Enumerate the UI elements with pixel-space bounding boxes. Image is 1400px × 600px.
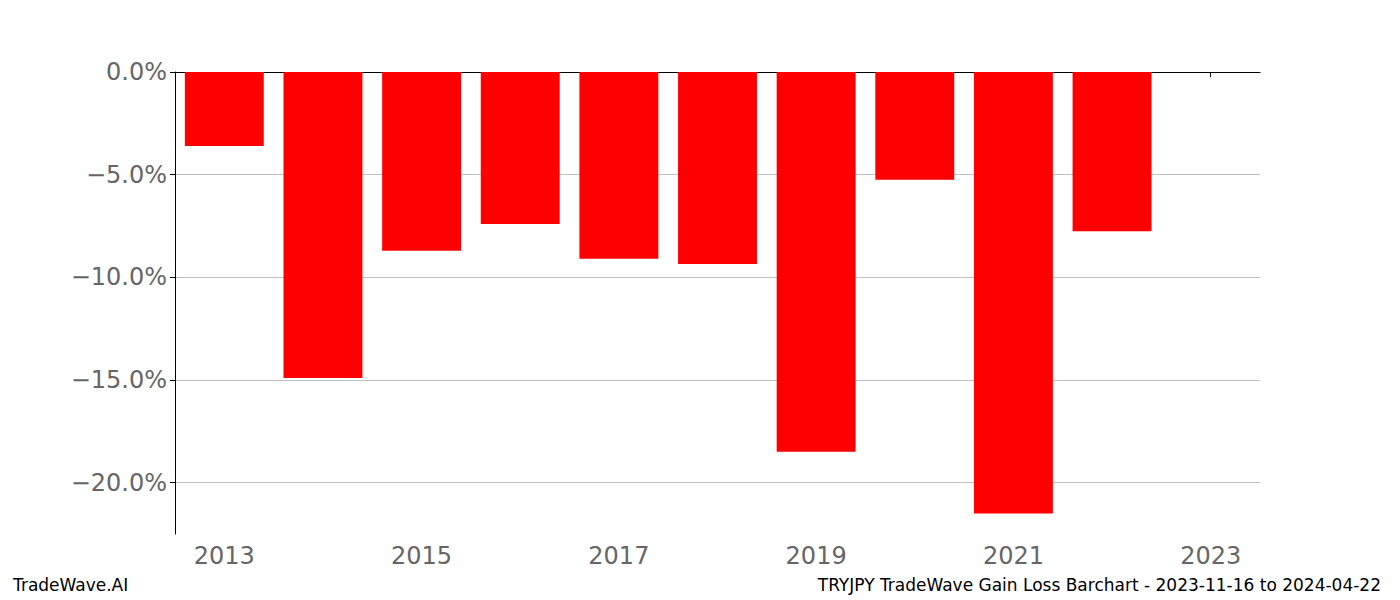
svg-text:−15.0%: −15.0% [71,366,167,394]
svg-text:TradeWave.AI: TradeWave.AI [12,575,128,595]
svg-text:TRYJPY TradeWave Gain Loss Bar: TRYJPY TradeWave Gain Loss Barchart - 20… [817,575,1381,595]
svg-text:2023: 2023 [1180,542,1241,570]
svg-text:−5.0%: −5.0% [86,161,167,189]
svg-text:2015: 2015 [391,542,452,570]
svg-text:−20.0%: −20.0% [71,469,167,497]
svg-text:−10.0%: −10.0% [71,263,167,291]
svg-text:0.0%: 0.0% [106,58,167,86]
svg-text:2019: 2019 [786,542,847,570]
svg-text:2021: 2021 [983,542,1044,570]
svg-text:2013: 2013 [194,542,255,570]
svg-text:2017: 2017 [588,542,649,570]
